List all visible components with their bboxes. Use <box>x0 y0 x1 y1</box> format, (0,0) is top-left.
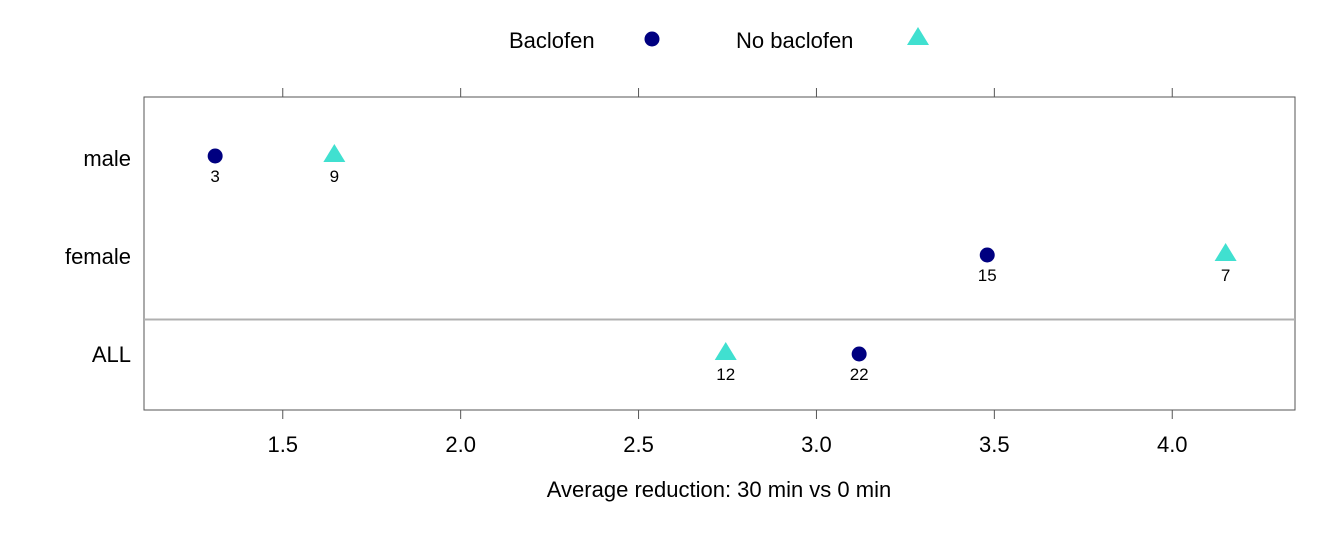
category-label-female: female <box>65 244 131 269</box>
point-no-baclofen-male <box>323 144 346 162</box>
x-tick-label: 1.5 <box>267 432 298 457</box>
x-tick-label: 3.5 <box>979 432 1010 457</box>
legend: Baclofen No baclofen <box>509 27 929 53</box>
point-baclofen-male <box>207 148 223 164</box>
x-axis: 1.5 2.0 2.5 3.0 3.5 4.0 <box>267 88 1188 457</box>
x-tick-label: 2.5 <box>623 432 654 457</box>
legend-label-baclofen: Baclofen <box>509 28 595 53</box>
category-label-all: ALL <box>92 342 131 367</box>
legend-label-no-baclofen: No baclofen <box>736 28 853 53</box>
n-label-baclofen-male: 3 <box>210 167 219 186</box>
n-label-no-baclofen-female: 7 <box>1221 266 1230 285</box>
point-no-baclofen-female <box>1214 243 1237 261</box>
n-label-no-baclofen-male: 9 <box>330 167 339 186</box>
data-points: 3 15 22 9 7 12 <box>207 144 1237 384</box>
x-tick-label: 3.0 <box>801 432 832 457</box>
point-baclofen-female <box>979 247 995 263</box>
legend-marker-baclofen <box>644 31 660 47</box>
point-baclofen-all <box>851 346 867 362</box>
n-label-no-baclofen-all: 12 <box>716 365 735 384</box>
legend-marker-no-baclofen <box>907 27 929 45</box>
point-no-baclofen-all <box>714 342 737 360</box>
x-axis-title: Average reduction: 30 min vs 0 min <box>547 477 891 502</box>
n-label-baclofen-female: 15 <box>978 266 997 285</box>
category-label-male: male <box>83 146 131 171</box>
plot-frame <box>143 96 1296 411</box>
n-label-baclofen-all: 22 <box>850 365 869 384</box>
x-tick-label: 2.0 <box>445 432 476 457</box>
x-tick-label: 4.0 <box>1157 432 1188 457</box>
